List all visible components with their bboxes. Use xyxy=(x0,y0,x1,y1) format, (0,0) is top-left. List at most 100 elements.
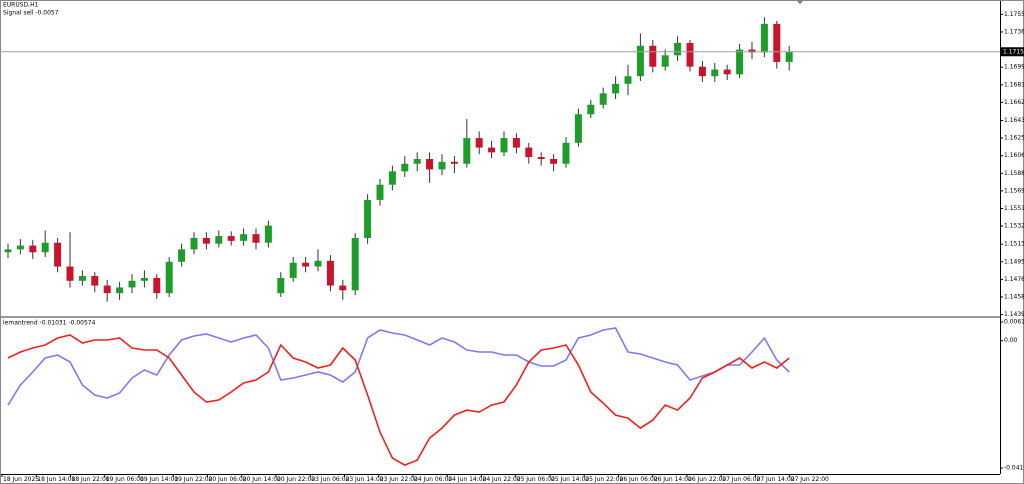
candle-body xyxy=(16,245,24,250)
signal-label: Signal sell -0.0057 xyxy=(3,10,59,17)
candle-body xyxy=(711,69,719,77)
candle-body xyxy=(252,234,260,243)
candle-body xyxy=(723,69,731,75)
candle-body xyxy=(401,163,409,172)
candle-body xyxy=(537,157,545,159)
x-tick-label: 27 Jun 22:00 xyxy=(791,476,829,483)
candle-body xyxy=(326,260,334,286)
x-tick-label: 26 Jun 06:00 xyxy=(620,476,658,483)
candle-body xyxy=(190,237,198,250)
x-tick-label: 18 Jun 22:00 xyxy=(72,476,110,483)
candle-body xyxy=(773,23,781,62)
candle-body xyxy=(698,66,706,77)
x-tick-label: 18 Jun 14:00 xyxy=(37,476,75,483)
candle-body xyxy=(587,104,595,115)
candle-body xyxy=(550,159,558,164)
candle-body xyxy=(500,138,508,153)
y-tick-label: 1.16625 xyxy=(1004,99,1024,106)
y-tick-label: 1.14580 xyxy=(1004,293,1024,300)
candle-body xyxy=(140,277,148,281)
x-tick-label: 25 Jun 22:00 xyxy=(585,476,623,483)
symbol-title: EURUSD,H1 xyxy=(3,2,39,9)
y-tick-label: 1.15510 xyxy=(1004,205,1024,212)
candle-body xyxy=(488,147,496,153)
y-tick-label: 0.00 xyxy=(1004,337,1018,344)
x-tick-label: 25 Jun 06:00 xyxy=(517,476,555,483)
y-tick-label: 1.17365 xyxy=(1004,28,1024,35)
current-price-box xyxy=(1001,47,1024,57)
candle-body xyxy=(4,249,12,253)
x-tick-label: 20 Jun 14:00 xyxy=(243,476,281,483)
y-tick-label: 0.00617 xyxy=(1004,319,1024,326)
candle-body xyxy=(364,199,372,238)
x-tick-label: 19 Jun 22:00 xyxy=(174,476,212,483)
candle-body xyxy=(413,159,421,164)
y-tick-label: 1.16250 xyxy=(1004,135,1024,142)
candle-body xyxy=(649,45,657,67)
candle-body xyxy=(612,83,620,94)
y-tick-label: -0.04198 xyxy=(1004,465,1024,472)
x-tick-label: 19 Jun 14:00 xyxy=(140,476,178,483)
candle-body xyxy=(450,161,458,164)
candle-body xyxy=(289,262,297,278)
y-tick-label: 1.15325 xyxy=(1004,223,1024,230)
x-tick-label: 18 Jun 2025 xyxy=(3,476,39,483)
y-tick-label: 1.16435 xyxy=(1004,117,1024,124)
candle-body xyxy=(475,138,483,148)
x-tick-label: 24 Jun 06:00 xyxy=(414,476,452,483)
candle-body xyxy=(277,277,285,294)
candle-body xyxy=(178,249,186,262)
candle-body xyxy=(339,285,347,291)
candle-body xyxy=(29,245,37,253)
candle-body xyxy=(574,114,582,143)
candle-body xyxy=(636,45,644,77)
candle-body xyxy=(78,276,86,281)
x-tick-label: 27 Jun 14:00 xyxy=(757,476,795,483)
candle-body xyxy=(599,93,607,105)
y-tick-label: 1.17550 xyxy=(1004,11,1024,18)
indicator-line xyxy=(7,327,790,406)
candle-body xyxy=(215,236,223,244)
candle-body xyxy=(264,225,272,243)
y-tick-label: 1.14950 xyxy=(1004,258,1024,265)
candle-body xyxy=(128,280,136,288)
y-tick-label: 1.16065 xyxy=(1004,152,1024,159)
candle-body xyxy=(103,285,111,294)
candle-body xyxy=(314,260,322,267)
y-tick-label: 1.16995 xyxy=(1004,64,1024,71)
current-price-label: 1.17157 xyxy=(1003,48,1024,55)
y-tick-label: 1.15880 xyxy=(1004,170,1024,177)
y-tick-label: 1.15135 xyxy=(1004,241,1024,248)
x-tick-label: 23 Jun 06:00 xyxy=(311,476,349,483)
candle-body xyxy=(116,287,124,294)
candle-body xyxy=(748,49,756,53)
y-tick-label: 1.15695 xyxy=(1004,187,1024,194)
candle-body xyxy=(785,51,793,62)
x-tick-label: 24 Jun 22:00 xyxy=(483,476,521,483)
indicator-line xyxy=(7,334,790,466)
candle-body xyxy=(41,242,49,253)
candle-body xyxy=(624,76,632,84)
candle-body xyxy=(302,262,310,267)
indicator-title: lemantrend -0.01031 -0.00574 xyxy=(3,320,96,327)
candle-body xyxy=(463,138,471,164)
candle-body xyxy=(202,237,210,244)
candle-body xyxy=(388,171,396,185)
candle-body xyxy=(240,234,248,241)
x-tick-label: 27 Jun 06:00 xyxy=(722,476,760,483)
candle-body xyxy=(165,261,173,294)
candle-body xyxy=(661,55,669,67)
candle-body xyxy=(736,49,744,75)
x-tick-label: 25 Jun 14:00 xyxy=(551,476,589,483)
x-tick-label: 20 Jun 06:00 xyxy=(209,476,247,483)
x-tick-label: 26 Jun 14:00 xyxy=(654,476,692,483)
candle-body xyxy=(426,159,434,170)
candle-body xyxy=(227,236,235,241)
candle-body xyxy=(686,42,694,67)
candle-body xyxy=(54,242,62,267)
x-tick-label: 24 Jun 14:00 xyxy=(448,476,486,483)
y-tick-label: 1.16810 xyxy=(1004,81,1024,88)
shift-marker xyxy=(797,1,803,4)
